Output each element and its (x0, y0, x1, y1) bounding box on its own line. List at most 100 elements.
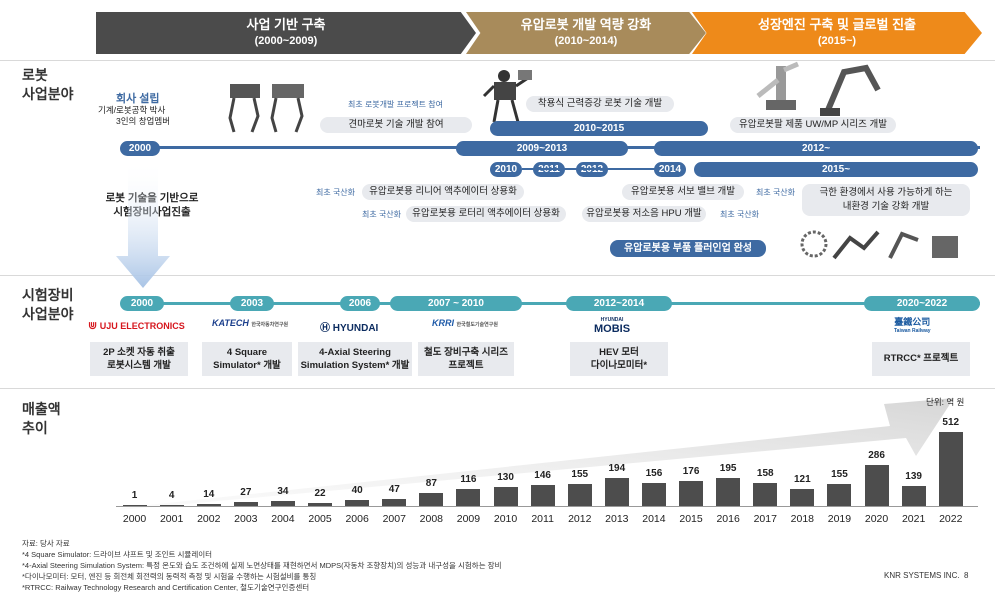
katech-logo-sub: 한국자동차연구원 (251, 322, 289, 328)
note-source: 자료: 당사 자료 (22, 539, 70, 548)
sales-year-2018: 2018 (790, 513, 815, 525)
servo-valve-box: 유압로봇용 서보 밸브 개발 (622, 184, 744, 200)
sales-axis-baseline (116, 506, 978, 507)
wearable-robot-box: 착용식 근력증강 로봇 기술 개발 (526, 96, 674, 112)
project-hev-line2: 다이나모미터* (590, 360, 648, 371)
phase-2-banner: 유압로봇 개발 역량 강화 (2010~2014) (466, 12, 706, 54)
project-box-railway: 철도 장비구축 시리즈 프로젝트 (418, 342, 514, 376)
project-hev-line1: HEV 모터 (599, 347, 639, 358)
robot-pill-2000: 2000 (120, 141, 160, 156)
mobis-logo-text: MOBIS (594, 323, 631, 335)
sales-year-2014: 2014 (642, 513, 666, 525)
sales-year-2005: 2005 (308, 513, 332, 525)
project-4axial-line1: 4-Axial Steering (319, 347, 391, 358)
hpu-box: 유압로봇용 저소음 HPU 개발 (582, 206, 706, 222)
robot-pill-2015: 2015~ (694, 162, 978, 177)
sales-year-2002: 2002 (197, 513, 221, 525)
project-box-hev: HEV 모터 다이나모미터* (570, 342, 668, 376)
phase-3-title: 성장엔진 구축 및 글로벌 진출 (758, 17, 916, 32)
sales-unit-label: 단위: 억 원 (926, 397, 965, 407)
note-dynamometer: *다이나모미터: 모터, 엔진 등 회전체 회전력의 동력적 측정 및 시험을 … (22, 572, 317, 581)
project-2p-line1: 2P 소켓 자동 취출 (103, 347, 175, 358)
extreme-env-line1: 극한 환경에서 사용 가능하게 하는 (819, 187, 953, 198)
robot-pill-year-2014: 2014 (654, 162, 686, 177)
note-4square: *4 Square Simulator: 드라이브 샤프트 및 조인트 시뮬레이… (22, 550, 213, 559)
test-pill-2006: 2006 (340, 296, 380, 311)
uju-logo-mark-icon: ⋓ (88, 320, 98, 332)
phase-2-years: (2010~2014) (554, 35, 618, 47)
transition-down-arrow (116, 160, 170, 288)
sales-growth-arrow (120, 398, 954, 510)
taiwan-railway-logo-text: 臺鐵公司 (894, 317, 931, 327)
sales-year-2001: 2001 (159, 513, 184, 525)
quadruped-robot-image (228, 84, 304, 133)
hyundai-logo: Ⓗ HYUNDAI (320, 319, 378, 334)
project-box-4axial: 4-Axial Steering Simulation System* 개발 (298, 342, 412, 376)
rotary-actuator-box: 유압로봇용 로터리 액추에이터 상용화 (406, 206, 566, 222)
divider-top (0, 60, 995, 61)
test-timeline-line (130, 302, 980, 305)
robot-pill-2009-2013: 2009~2013 (456, 141, 628, 156)
project-4square-line2: Simulator* 개발 (213, 360, 281, 371)
plugin-complete-pill: 유압로봇용 부품 플러인업 완성 (610, 240, 766, 257)
first-participation-label: 최초 로봇개발 프로젝트 참여 (348, 100, 443, 109)
mobis-logo: HYUNDAI MOBIS (594, 316, 631, 335)
year-connector-line (522, 168, 656, 170)
founding-sub1: 기계/로봇공학 박사 (98, 105, 166, 115)
sales-year-2011: 2011 (531, 513, 554, 525)
sales-year-2015: 2015 (679, 513, 703, 525)
project-box-2p-socket: 2P 소켓 자동 취출 로봇시스템 개발 (90, 342, 188, 376)
divider-bottom (0, 388, 995, 389)
krri-logo: KRRI 한국철도기술연구원 (432, 318, 498, 328)
note-rtrcc: *RTRCC: Railway Technology Research and … (22, 583, 310, 592)
project-box-rtrcc: RTRCC* 프로젝트 (872, 342, 970, 376)
katech-logo: KATECH 한국자동차연구원 (212, 318, 288, 328)
test-pill-2007-2010: 2007 ~ 2010 (390, 296, 522, 311)
first-local-servo: 최초 국산화 (756, 188, 796, 197)
phase-3-banner: 성장엔진 구축 및 글로벌 진출 (2015~) (692, 12, 982, 54)
quad-robot-box: 견마로봇 기술 개발 참여 (320, 117, 472, 133)
sales-year-2000: 2000 (122, 513, 147, 525)
sales-year-2013: 2013 (605, 513, 629, 525)
robot-arm-products-image (756, 61, 881, 116)
founding-sub2: 3인의 창업멤버 (116, 116, 171, 126)
test-section-label: 시험장비 사업분야 (22, 287, 74, 322)
first-local-rotary: 최초 국산화 (362, 210, 402, 219)
sales-year-2022: 2022 (939, 513, 963, 525)
exoskeleton-robot-image (482, 70, 532, 123)
test-pill-2020-2022: 2020~2022 (864, 296, 980, 311)
sales-year-2021: 2021 (901, 513, 926, 525)
sales-year-2020: 2020 (864, 513, 889, 525)
krri-logo-sub: 한국철도기술연구원 (456, 322, 498, 328)
sales-year-2012: 2012 (568, 513, 592, 525)
note-4axial: *4-Axial Steering Simulation System: 특정 … (22, 561, 502, 570)
sales-year-2007: 2007 (382, 513, 406, 525)
hyundai-logo-text: HYUNDAI (332, 323, 379, 334)
project-rtrcc-line1: RTRCC* 프로젝트 (883, 353, 959, 364)
phase-3-years: (2015~) (817, 35, 857, 47)
uju-logo: ⋓ UJU ELECTRONICS (88, 319, 185, 332)
sales-section-label: 매출액 추이 (22, 401, 61, 436)
divider-middle (0, 275, 995, 276)
sales-year-2008: 2008 (419, 513, 444, 525)
phase-1-banner: 사업 기반 구축 (2000~2009) (96, 12, 476, 54)
project-4square-line1: 4 Square (226, 347, 268, 358)
sales-year-2016: 2016 (716, 513, 740, 525)
first-local-hpu: 최초 국산화 (720, 210, 760, 219)
phase-1-years: (2000~2009) (254, 35, 318, 47)
sales-year-2004: 2004 (271, 513, 295, 525)
test-pill-2000: 2000 (120, 296, 164, 311)
mobis-logo-top: HYUNDAI (600, 317, 624, 323)
founding-title: 회사 설립 (116, 93, 160, 105)
phase-2-title: 유압로봇 개발 역량 강화 (520, 17, 652, 32)
project-box-4square: 4 Square Simulator* 개발 (202, 342, 292, 376)
robot-pill-2012: 2012~ (654, 141, 978, 156)
test-pill-2003: 2003 (230, 296, 274, 311)
extreme-env-robots-image (800, 230, 958, 260)
uju-logo-text: UJU ELECTRONICS (99, 321, 185, 331)
linear-actuator-box: 유압로봇용 리니어 액추에이터 상용화 (362, 184, 524, 200)
test-pill-2012-2014: 2012~2014 (566, 296, 672, 311)
sales-year-2003: 2003 (234, 513, 258, 525)
project-railway-line1: 철도 장비구축 시리즈 (424, 347, 508, 358)
extreme-env-box: 극한 환경에서 사용 가능하게 하는 내환경 기술 강화 개발 (802, 184, 970, 216)
